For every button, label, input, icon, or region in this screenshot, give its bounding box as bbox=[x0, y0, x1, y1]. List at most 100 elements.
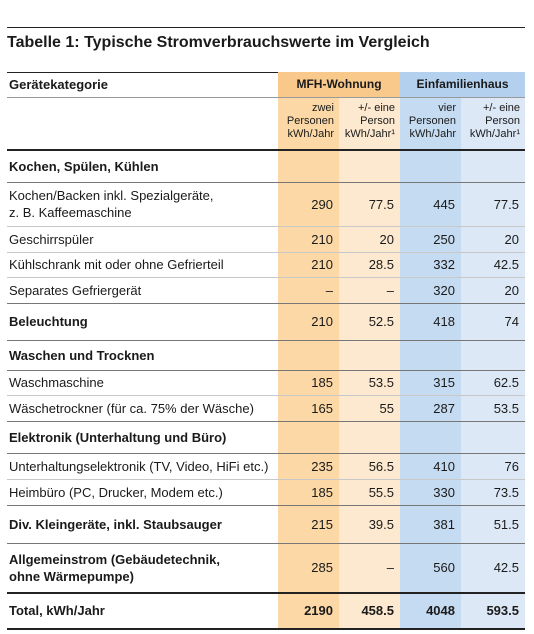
subheader: +/- eine Person kWh/Jahr¹ bbox=[339, 97, 400, 150]
text-line: 210 bbox=[311, 314, 333, 329]
text-line: Kochen, Spülen, Kühlen bbox=[9, 158, 159, 174]
text-line: Person bbox=[360, 115, 395, 127]
header-category: Gerätekategorie bbox=[9, 77, 108, 92]
value-cell: 76 bbox=[461, 453, 525, 479]
text-line: kWh/Jahr bbox=[287, 128, 334, 140]
value-cell: 185 bbox=[278, 370, 339, 395]
row-rule bbox=[7, 395, 525, 396]
value-cell: 290 bbox=[278, 182, 339, 226]
value-cell: 320 bbox=[400, 277, 461, 303]
row-label: Geschirrspüler bbox=[7, 226, 278, 252]
text-line: Separates Gefriergerät bbox=[9, 282, 142, 298]
row-label: Elektronik (Unterhaltung und Büro) bbox=[7, 421, 278, 453]
row-rule bbox=[7, 340, 525, 341]
text-line: – bbox=[386, 560, 394, 575]
text-line: 285 bbox=[311, 560, 333, 575]
value-cell: 315 bbox=[400, 370, 461, 395]
subheader: vier Personen kWh/Jahr bbox=[400, 97, 461, 150]
text-line: kWh/Jahr bbox=[409, 128, 456, 140]
column-background bbox=[278, 97, 339, 628]
text-line: 287 bbox=[433, 400, 455, 416]
row-label: Kochen, Spülen, Kühlen bbox=[7, 150, 278, 182]
value-cell: 53.5 bbox=[339, 370, 400, 395]
header-group: Einfamilienhaus bbox=[400, 72, 525, 97]
value-cell: 410 bbox=[400, 453, 461, 479]
title: Tabelle 1: Typische Stromverbrauchswerte… bbox=[7, 34, 430, 51]
text-line: 165 bbox=[311, 400, 333, 416]
text-line: +/- eine bbox=[358, 102, 395, 114]
value-cell: 55.5 bbox=[339, 479, 400, 505]
value-cell: – bbox=[339, 277, 400, 303]
row-label: Total, kWh/Jahr bbox=[7, 592, 278, 628]
value-cell: 210 bbox=[278, 252, 339, 277]
text-line: Div. Kleingeräte, inkl. Staubsauger bbox=[9, 516, 222, 532]
row-rule bbox=[7, 226, 525, 227]
text-line: 55 bbox=[379, 400, 394, 416]
text-line: 62.5 bbox=[493, 375, 519, 390]
value-cell: 2190 bbox=[278, 592, 339, 628]
value-cell: 20 bbox=[339, 226, 400, 252]
row-label: Allgemeinstrom (Gebäudetechnik, ohne Wärm… bbox=[7, 543, 278, 592]
text-line: Person bbox=[485, 115, 520, 127]
text-line: 315 bbox=[433, 375, 455, 390]
subheader: +/- eine Person kWh/Jahr¹ bbox=[461, 97, 525, 150]
text-line: 210 bbox=[311, 257, 333, 272]
row-label: Separates Gefriergerät bbox=[7, 277, 278, 303]
value-cell: 458.5 bbox=[339, 592, 400, 628]
text-line: 250 bbox=[433, 231, 455, 247]
column-background bbox=[461, 97, 525, 628]
row-rule bbox=[7, 303, 525, 304]
text-line: vier bbox=[438, 102, 456, 114]
value-cell: 77.5 bbox=[339, 182, 400, 226]
column-background bbox=[339, 97, 400, 628]
text-line: Unterhaltungselektronik (TV, Video, HiFi… bbox=[9, 458, 269, 474]
value-cell: 28.5 bbox=[339, 252, 400, 277]
row-rule bbox=[7, 252, 525, 253]
text-line: 593.5 bbox=[486, 602, 519, 618]
text-line: 28.5 bbox=[368, 257, 394, 272]
text-line: 73.5 bbox=[493, 484, 519, 500]
text-line: 410 bbox=[433, 458, 455, 474]
value-cell: 210 bbox=[278, 226, 339, 252]
value-cell: 73.5 bbox=[461, 479, 525, 505]
text-line: 20 bbox=[504, 231, 519, 247]
value-cell: 20 bbox=[461, 277, 525, 303]
row-label: Waschen und Trocknen bbox=[7, 340, 278, 370]
text-line: Geschirrspüler bbox=[9, 231, 94, 247]
text-line: Personen bbox=[408, 115, 456, 127]
row-rule bbox=[7, 505, 525, 506]
value-cell: 52.5 bbox=[339, 303, 400, 340]
text-line: z. B. Kaffeemaschine bbox=[9, 205, 132, 220]
value-cell: 560 bbox=[400, 543, 461, 592]
text-line: 20 bbox=[504, 282, 519, 298]
text-line: 560 bbox=[433, 560, 455, 575]
text-line: – bbox=[386, 282, 394, 298]
text-line: 55.5 bbox=[368, 484, 394, 500]
value-cell: 445 bbox=[400, 182, 461, 226]
text-line: 418 bbox=[433, 314, 455, 329]
text-line: 185 bbox=[311, 484, 333, 500]
text-line: kWh/Jahr¹ bbox=[344, 128, 395, 140]
text-line: ohne Wärmepumpe) bbox=[9, 568, 134, 584]
row-label: Heimbüro (PC, Drucker, Modem etc.) bbox=[7, 479, 278, 505]
value-cell: 287 bbox=[400, 395, 461, 421]
text-line: 20 bbox=[379, 231, 394, 247]
text-line: 381 bbox=[433, 516, 455, 532]
text-line: 52.5 bbox=[368, 314, 394, 329]
value-cell: 4048 bbox=[400, 592, 461, 628]
top-rule bbox=[7, 27, 525, 28]
text-line: 210 bbox=[311, 231, 333, 247]
column-background bbox=[400, 97, 461, 628]
text-line: 290 bbox=[311, 196, 333, 212]
text-line: 74 bbox=[504, 314, 519, 329]
text-line: 39.5 bbox=[368, 516, 394, 532]
text-line: Total, kWh/Jahr bbox=[9, 602, 105, 618]
value-cell: – bbox=[278, 277, 339, 303]
header-rule bbox=[7, 72, 525, 73]
text-line: Allgemeinstrom (Gebäudetechnik, bbox=[9, 551, 220, 567]
row-rule bbox=[7, 421, 525, 422]
value-cell: 250 bbox=[400, 226, 461, 252]
text-line: Wäschetrockner (für ca. 75% der Wäsche) bbox=[9, 400, 254, 416]
text-line: 332 bbox=[433, 257, 455, 272]
